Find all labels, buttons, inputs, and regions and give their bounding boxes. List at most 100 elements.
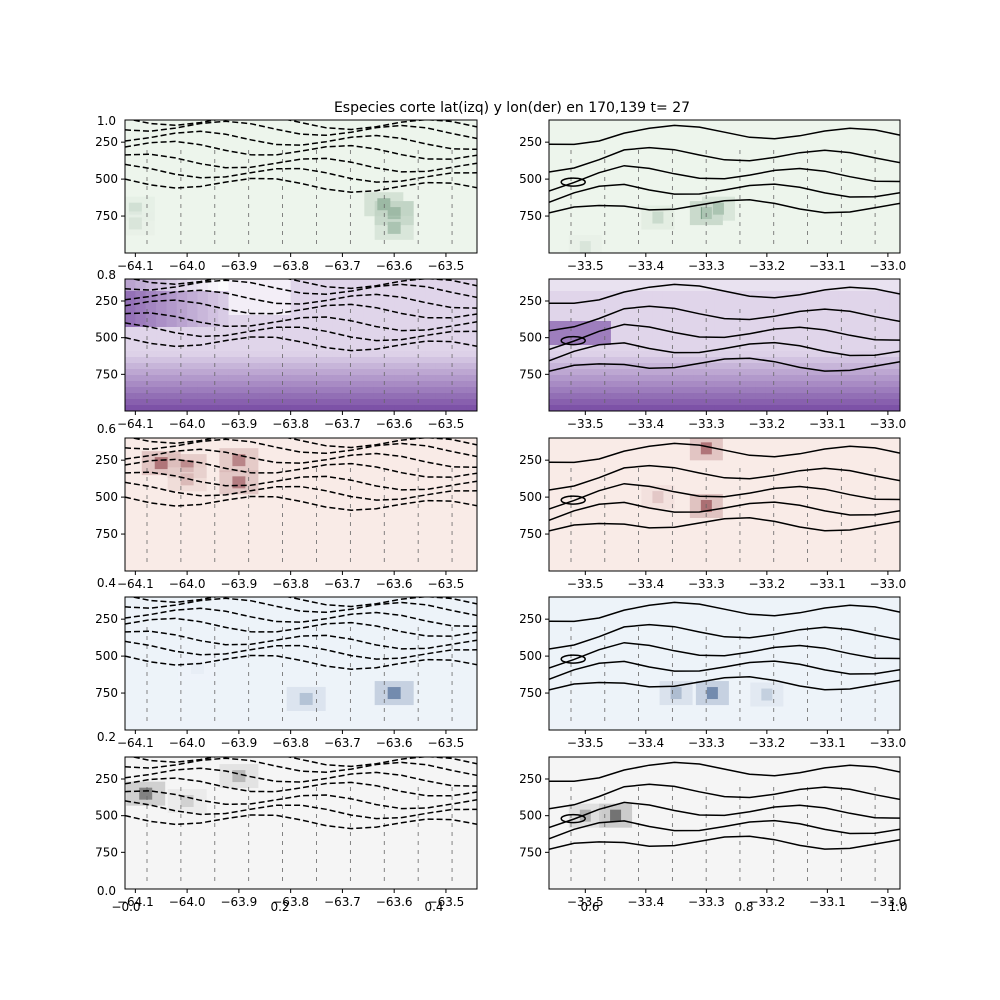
heatmap-cell [714, 291, 725, 298]
heatmap-cell [672, 303, 684, 310]
heatmap-cell [445, 291, 457, 298]
heatmap-cell [332, 297, 343, 304]
heatmap-cell [631, 393, 643, 400]
heatmap-cell [145, 303, 157, 310]
panel-plot-area [125, 597, 477, 730]
heatmap-cell [889, 351, 900, 358]
heatmap-cell [197, 315, 209, 322]
heatmap-cell [466, 291, 477, 298]
heatmap-cell [662, 399, 674, 406]
heatmap-cell [352, 297, 364, 304]
heatmap-cell [786, 375, 798, 382]
heatmap-cell [187, 327, 198, 334]
heatmap-cell [693, 399, 705, 406]
heatmap-cell [817, 315, 829, 322]
heatmap-cell [321, 321, 333, 328]
heatmap-cell [404, 375, 416, 382]
heatmap-cell [569, 357, 581, 364]
heatmap-cell [848, 387, 860, 394]
heatmap-cell [249, 303, 261, 310]
heatmap-cell [425, 369, 437, 376]
contour-line [129, 120, 477, 131]
heatmap-cell [301, 285, 312, 292]
heatmap-cell [238, 297, 250, 304]
heatmap-cell [745, 285, 756, 292]
heatmap-cell [259, 333, 271, 340]
heatmap-cell [662, 339, 674, 346]
heatmap-cell [352, 399, 364, 406]
heatmap-cell [342, 387, 354, 394]
heatmap-cell [125, 211, 155, 236]
heatmap-cell [228, 357, 240, 364]
contour-line [125, 800, 477, 820]
heatmap-cell [734, 321, 746, 328]
heatmap-cell [269, 351, 281, 358]
heatmap-cell [363, 399, 374, 406]
heatmap-cell [249, 369, 261, 376]
heatmap-cell [703, 357, 715, 364]
heatmap-cell [590, 309, 602, 316]
contour-line [549, 801, 900, 829]
axes-frame [124, 119, 478, 254]
heatmap-cell [755, 285, 767, 292]
heatmap-cell [249, 405, 261, 411]
heatmap-cell [280, 333, 292, 340]
heatmap-cell [776, 399, 787, 406]
heatmap-cell [394, 339, 406, 346]
heatmap-cell [827, 351, 839, 358]
heatmap-cell [435, 399, 447, 406]
heatmap-cell [745, 291, 756, 298]
heatmap-cell [207, 351, 219, 358]
contour-line [125, 299, 477, 319]
heatmap-cell [641, 387, 653, 394]
heatmap-cell [549, 399, 560, 406]
heatmap-cell [889, 387, 900, 394]
heatmap-cell [466, 279, 477, 286]
heatmap-cell [693, 279, 705, 286]
heatmap-cell [600, 309, 612, 316]
x-tick-label: −63.6 [376, 895, 413, 909]
x-tick-label: −33.1 [809, 417, 846, 431]
x-tick-label: −33.2 [748, 417, 785, 431]
heatmap-cell [807, 339, 818, 346]
heatmap-cell [456, 369, 468, 376]
heatmap-cell [456, 399, 468, 406]
heatmap-cell [807, 387, 818, 394]
heatmap-cell [693, 393, 705, 400]
heatmap-cell [373, 399, 385, 406]
heatmap-cell [641, 393, 653, 400]
heatmap-cell [631, 357, 643, 364]
heatmap-cell [445, 363, 457, 370]
heatmap-cell [259, 405, 271, 411]
x-tick-label: −64.1 [117, 895, 154, 909]
heatmap-cell [776, 297, 787, 304]
heatmap-cell [838, 381, 849, 388]
heatmap-cell [218, 369, 230, 376]
heatmap-cell [207, 309, 219, 316]
heatmap-cell [259, 393, 271, 400]
heatmap-cell [683, 363, 695, 370]
heatmap-cell [456, 351, 468, 358]
heatmap-cell [549, 309, 560, 316]
heatmap-cell [218, 381, 230, 388]
x-tick-label: −33.2 [748, 736, 785, 750]
heatmap-cell [817, 405, 829, 411]
heatmap-cell [383, 303, 395, 310]
heatmap-cell [662, 375, 674, 382]
y-tick-label: 500 [519, 490, 542, 504]
contour-line [549, 183, 900, 204]
heatmap-cell [435, 369, 447, 376]
heatmap-cell [238, 327, 250, 334]
heatmap-cell [176, 351, 188, 358]
heatmap-cell [641, 333, 653, 340]
heatmap-cell [765, 351, 777, 358]
heatmap-cell [703, 309, 715, 316]
heatmap-cell [156, 393, 167, 400]
heatmap-cell [549, 357, 560, 364]
heatmap-cell [166, 345, 178, 352]
heatmap-cell [363, 405, 374, 411]
figure-title: Especies corte lat(izq) y lon(der) en 17… [334, 100, 690, 116]
x-tick-label: −33.2 [748, 259, 785, 273]
heatmap-cell [383, 375, 395, 382]
heatmap-cell [662, 405, 674, 411]
